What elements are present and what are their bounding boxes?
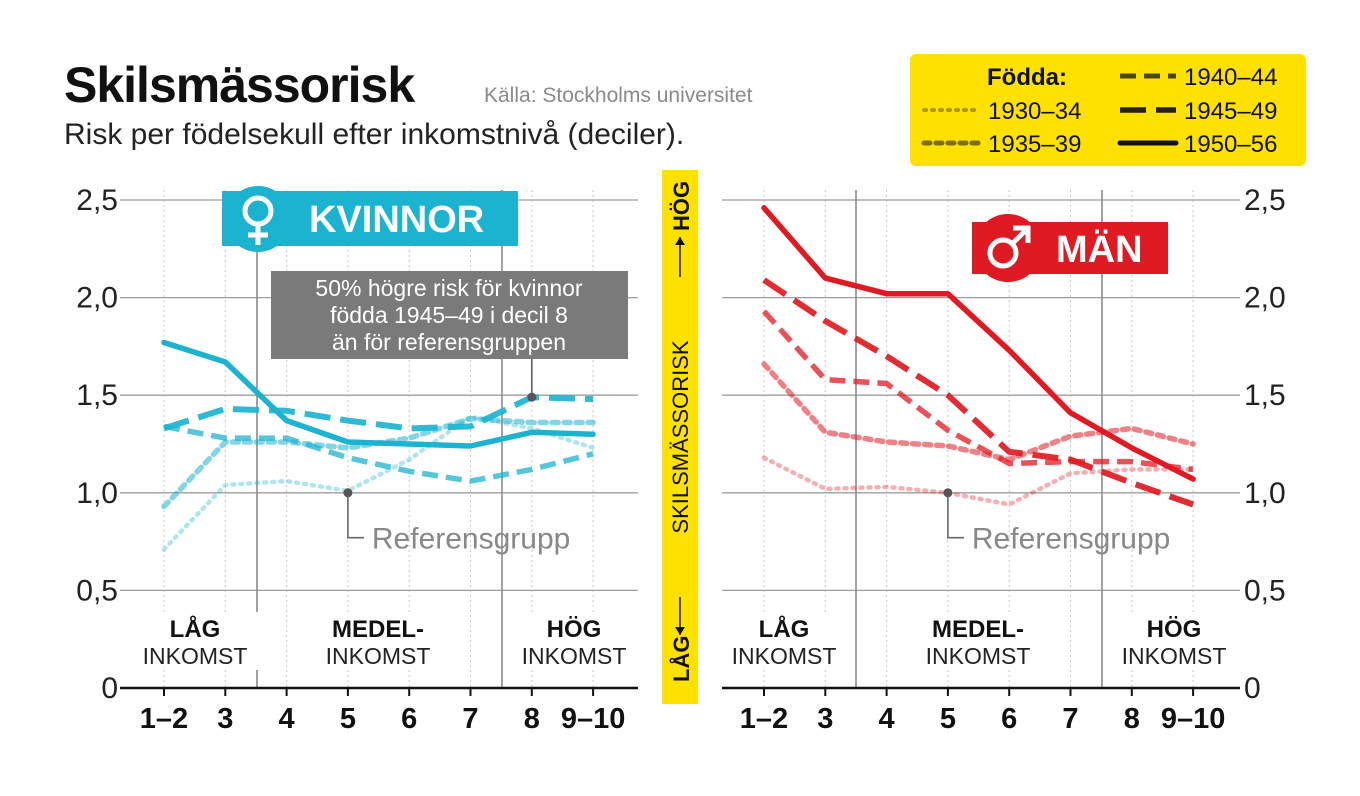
income-group-label: MEDEL- xyxy=(932,616,1024,643)
panel-title: MÄN xyxy=(1056,228,1143,271)
series-line-1950–56 xyxy=(161,339,596,449)
reference-leader-line xyxy=(947,496,964,539)
income-group-sublabel: INKOMST xyxy=(326,643,431,669)
series-line-1945–49 xyxy=(762,277,1195,508)
income-group-label-background xyxy=(1108,612,1240,670)
series-line-1930–34 xyxy=(761,455,1196,507)
x-tick-label: 4 xyxy=(279,703,295,735)
x-tick-label: 6 xyxy=(1001,703,1017,735)
income-group-label-background xyxy=(508,612,640,670)
series-line-1940–44 xyxy=(163,423,594,484)
series-line-1950–56 xyxy=(761,205,1196,482)
x-tick-label: 7 xyxy=(462,703,478,735)
series-line-1945–49 xyxy=(163,394,594,432)
x-tick-label: 4 xyxy=(879,703,895,735)
y-tick-label: 2,0 xyxy=(76,282,118,315)
x-tick-label: 5 xyxy=(340,703,356,735)
income-group-sublabel: INKOMST xyxy=(143,643,248,669)
x-tick-label: 9–10 xyxy=(561,703,626,735)
reference-point xyxy=(343,488,353,498)
legend-label: 1930–34 xyxy=(988,98,1081,125)
reference-leader-line xyxy=(347,496,364,539)
legend-background xyxy=(910,54,1306,166)
series-line-1930–34 xyxy=(161,414,596,552)
panel-badge-circle xyxy=(225,186,291,252)
x-tick-label: 6 xyxy=(401,703,417,735)
x-tick-label: 3 xyxy=(217,703,233,735)
panel-men: 00,51,01,52,02,51–2 3 4 5 6 7 8 9–10LÅGINKOMSTM… xyxy=(718,184,1286,735)
x-tick-label: 9–10 xyxy=(1161,703,1226,735)
income-group-label: HÖG xyxy=(547,616,602,643)
y-tick-label: 1,0 xyxy=(1244,477,1286,510)
income-group-label: LÅG xyxy=(170,615,221,643)
male-symbol-shaft xyxy=(1010,229,1027,246)
legend: Födda: 1930–34 1935–39 1940–44 1945–49 1950–5… xyxy=(910,54,1306,166)
legend-label: 1950–56 xyxy=(1184,131,1277,158)
source-note: Källa: Stockholms universitet xyxy=(484,84,753,107)
center-axis-arrow-head xyxy=(675,627,685,635)
y-tick-label: 0,5 xyxy=(1244,574,1286,607)
center-axis-high-label: HÖG xyxy=(669,181,694,231)
center-axis-label-group: LÅG SKILSMÄSSORISK HÖG xyxy=(668,181,694,682)
y-tick-label: 1,0 xyxy=(76,477,118,510)
income-group-label: MEDEL- xyxy=(332,616,424,643)
callout-point xyxy=(527,392,537,402)
y-tick-label: 2,5 xyxy=(1244,184,1286,217)
legend-label: 1945–49 xyxy=(1184,98,1277,125)
income-group-sublabel: INKOMST xyxy=(522,643,627,669)
y-tick-label: 0 xyxy=(1244,672,1261,705)
y-tick-label: 2,0 xyxy=(1244,282,1286,315)
center-axis-low-label: LÅG xyxy=(668,636,694,682)
callout-box xyxy=(271,271,628,359)
female-symbol-icon xyxy=(242,195,274,245)
x-tick-label: 7 xyxy=(1062,703,1078,735)
callout-text-line: än för referensgruppen xyxy=(332,329,566,355)
y-tick-label: 0 xyxy=(101,672,118,705)
income-group-sublabel: INKOMST xyxy=(926,643,1031,669)
legend-label: 1940–44 xyxy=(1184,64,1277,91)
y-tick-label: 0,5 xyxy=(76,574,118,607)
income-group-label-background xyxy=(312,612,444,670)
panel-women: 00,51,01,52,02,51–2 3 4 5 6 7 8 9–10LÅGINKOMSTM… xyxy=(76,184,640,735)
income-group-label: LÅG xyxy=(759,615,810,643)
series-line-1935–39 xyxy=(761,361,1196,463)
reference-label: Referensgrupp xyxy=(372,523,570,556)
x-tick-label: 5 xyxy=(940,703,956,735)
series-line-1940–44 xyxy=(761,309,1194,473)
chart-title: Skilsmässorisk xyxy=(64,57,415,113)
male-symbol-icon xyxy=(987,225,1031,269)
x-tick-label: 1–2 xyxy=(740,703,788,735)
x-tick-label: 8 xyxy=(1124,703,1140,735)
center-axis-arrow-head xyxy=(675,237,685,245)
income-group-label-background xyxy=(912,612,1044,670)
y-tick-label: 1,5 xyxy=(76,379,118,412)
income-group-label-background xyxy=(129,612,261,670)
x-tick-label: 3 xyxy=(817,703,833,735)
male-symbol-ring xyxy=(987,237,1019,269)
legend-label: 1935–39 xyxy=(988,131,1081,158)
chart-subtitle: Risk per födelsekull efter inkomstnivå (… xyxy=(64,118,685,151)
y-tick-label: 1,5 xyxy=(1244,379,1286,412)
reference-point xyxy=(943,488,953,498)
panel-badge-circle xyxy=(974,214,1042,282)
x-tick-label: 8 xyxy=(524,703,540,735)
callout-text-line: födda 1945–49 i decil 8 xyxy=(330,302,568,328)
income-group-label-background xyxy=(718,612,850,670)
income-group-label: HÖG xyxy=(1147,616,1202,643)
panel-title: KVINNOR xyxy=(309,199,484,241)
legend-title: Födda: xyxy=(987,64,1067,91)
income-group-sublabel: INKOMST xyxy=(732,643,837,669)
center-axis: LÅG SKILSMÄSSORISK HÖG xyxy=(662,170,698,704)
reference-label: Referensgrupp xyxy=(972,523,1170,556)
income-group-sublabel: INKOMST xyxy=(1122,643,1227,669)
y-tick-label: 2,5 xyxy=(76,184,118,217)
center-axis-label: SKILSMÄSSORISK xyxy=(668,340,693,534)
male-symbol-arrowhead xyxy=(1013,225,1031,243)
callout-text-line: 50% högre risk för kvinnor xyxy=(315,275,583,301)
x-tick-label: 1–2 xyxy=(140,703,188,735)
